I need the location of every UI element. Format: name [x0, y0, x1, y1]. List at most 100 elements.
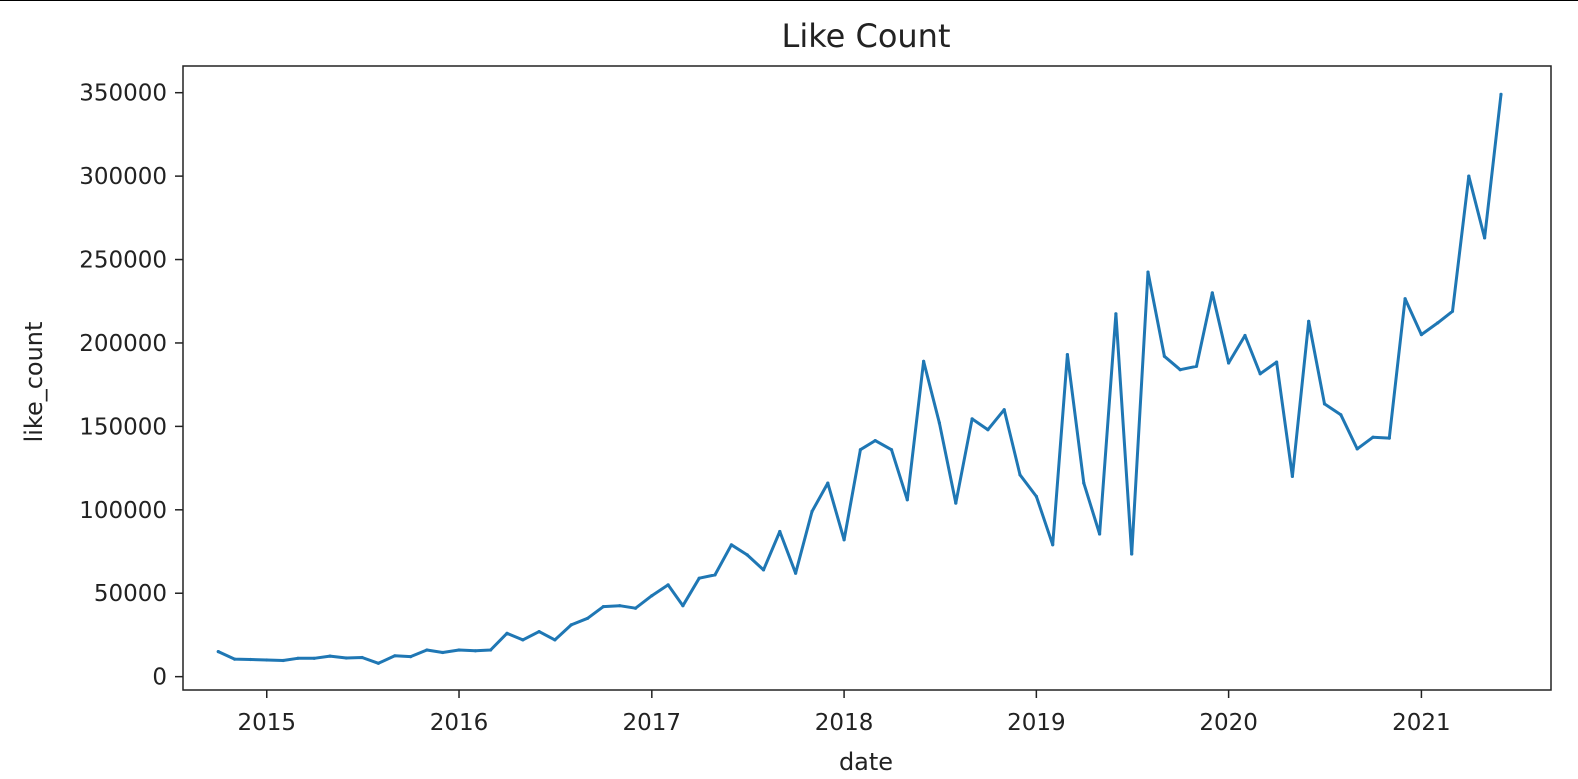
y-tick-label: 350000 — [79, 81, 167, 107]
chart-title: Like Count — [782, 17, 951, 55]
data-point — [296, 656, 300, 660]
data-point — [505, 631, 509, 635]
y-tick-label: 0 — [152, 665, 167, 691]
data-point — [586, 616, 590, 620]
data-point — [1436, 321, 1440, 325]
data-point — [778, 529, 782, 534]
x-tick-label: 2021 — [1392, 710, 1451, 736]
data-point — [1243, 333, 1247, 338]
data-point — [537, 630, 541, 634]
plot-frame — [182, 65, 1552, 691]
data-point — [1130, 552, 1134, 556]
data-point — [1082, 481, 1086, 485]
y-tick-label: 100000 — [79, 498, 167, 524]
data-point — [873, 439, 877, 443]
data-point — [1098, 532, 1102, 536]
data-point — [794, 571, 798, 575]
data-point — [409, 655, 413, 659]
x-tick-label: 2018 — [815, 710, 874, 736]
data-point — [312, 656, 316, 660]
data-point — [1034, 494, 1038, 499]
data-point — [1051, 543, 1055, 547]
data-point — [360, 655, 364, 660]
data-point — [1419, 333, 1423, 337]
data-point — [1499, 92, 1503, 96]
data-point — [1339, 413, 1343, 417]
series-line — [216, 92, 1503, 665]
data-point — [1322, 402, 1327, 406]
data-point — [618, 604, 622, 608]
data-point — [633, 606, 638, 610]
data-point — [216, 650, 220, 654]
data-point — [713, 573, 717, 577]
data-point — [858, 448, 863, 452]
y-tick-label: 150000 — [79, 414, 167, 440]
data-point — [922, 359, 926, 363]
data-point — [1227, 361, 1231, 365]
x-tick-label: 2016 — [430, 710, 489, 736]
data-point — [1403, 297, 1407, 301]
y-tick-label: 300000 — [79, 164, 167, 190]
data-point — [1450, 309, 1455, 313]
data-point — [376, 661, 380, 665]
x-tick-label: 2019 — [1007, 710, 1066, 736]
data-point — [1178, 368, 1182, 372]
data-point — [1146, 270, 1150, 274]
data-point — [1275, 360, 1279, 364]
figure-top-border — [0, 0, 1578, 1]
data-point — [1258, 372, 1262, 376]
data-point — [1002, 408, 1006, 412]
data-point — [1307, 319, 1311, 323]
y-tick-label: 50000 — [94, 581, 167, 607]
data-point — [810, 509, 814, 514]
x-tick-label: 2020 — [1199, 710, 1258, 736]
data-point — [601, 605, 606, 609]
data-point — [1387, 436, 1391, 440]
data-point — [1290, 474, 1294, 478]
data-point — [1467, 174, 1471, 178]
data-point — [281, 658, 285, 663]
data-point — [889, 448, 894, 452]
data-point — [328, 654, 332, 658]
data-point — [248, 657, 252, 662]
data-point — [569, 623, 573, 627]
data-point — [1355, 447, 1359, 451]
data-point — [1018, 473, 1022, 477]
x-tick-label: 2017 — [623, 710, 682, 736]
y-tick-label: 250000 — [79, 248, 167, 274]
data-point — [1114, 312, 1118, 316]
data-point — [761, 568, 766, 572]
data-point — [666, 583, 670, 587]
y-axis-label: like_count — [20, 322, 48, 443]
data-point — [489, 648, 493, 652]
data-point — [1483, 236, 1487, 240]
data-point — [393, 654, 397, 658]
data-point — [425, 648, 429, 652]
data-point — [826, 481, 830, 485]
data-point — [1210, 291, 1214, 295]
data-point — [1162, 354, 1166, 358]
data-point — [1065, 353, 1069, 357]
data-point — [954, 501, 958, 505]
data-point — [681, 604, 685, 608]
data-point — [265, 658, 269, 662]
data-point — [457, 648, 461, 652]
data-point — [473, 649, 477, 653]
data-point — [842, 538, 846, 542]
data-point — [233, 657, 237, 661]
data-point — [729, 543, 734, 547]
data-point — [937, 421, 942, 425]
data-point — [1371, 435, 1375, 439]
data-point — [650, 594, 654, 598]
data-point — [905, 498, 909, 502]
data-point — [441, 650, 445, 655]
data-point — [986, 428, 990, 432]
data-point — [970, 417, 974, 421]
data-point — [745, 553, 749, 557]
x-axis-label: date — [839, 748, 893, 776]
data-point — [553, 638, 557, 642]
data-point — [521, 638, 525, 642]
plot-area: 0 50000 100000 150000 200000 250000 300000 3500… — [79, 65, 1552, 736]
data-point — [344, 656, 348, 660]
